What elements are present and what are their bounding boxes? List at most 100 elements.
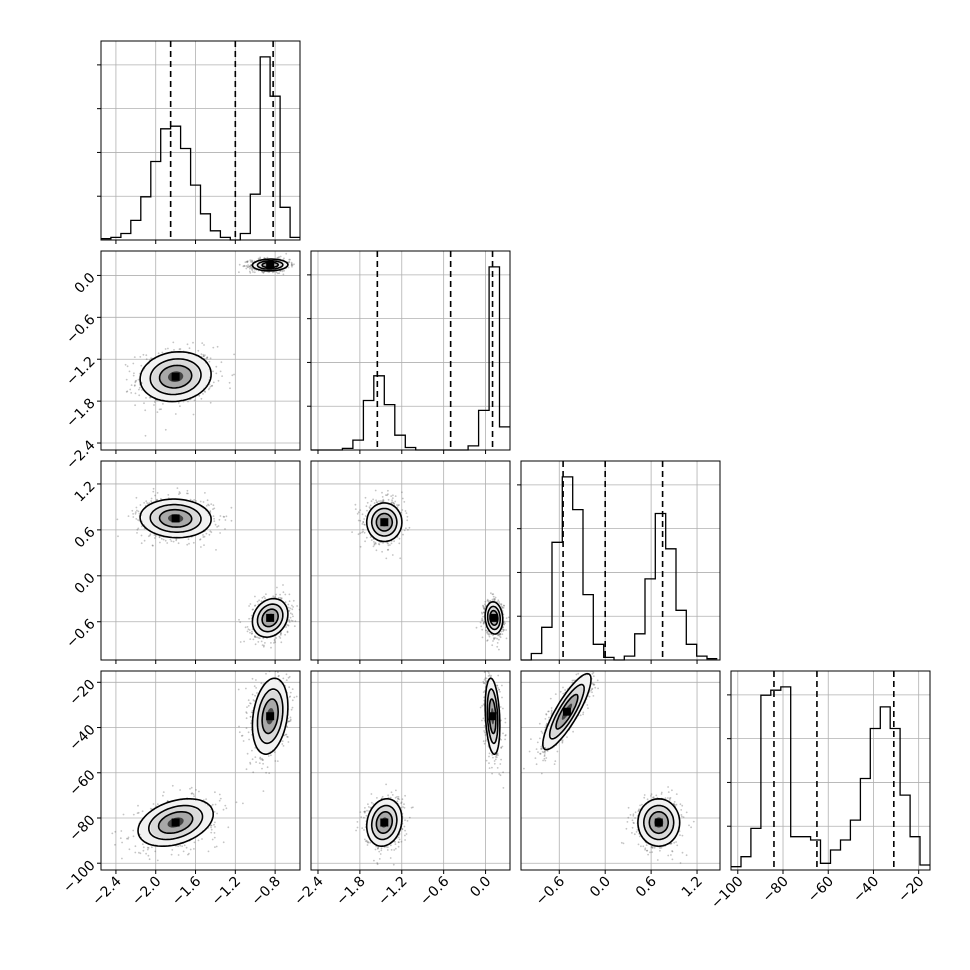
density-peak: [266, 613, 275, 622]
sample-point: [153, 401, 156, 403]
sample-point: [238, 263, 241, 266]
sample-point: [149, 396, 151, 399]
sample-point: [249, 716, 252, 718]
sample-point: [491, 598, 494, 601]
sample-point: [211, 384, 214, 387]
sample-point: [362, 521, 365, 523]
sample-point: [501, 606, 504, 609]
sample-point: [376, 501, 379, 504]
sample-point: [366, 501, 369, 504]
sample-point: [288, 593, 291, 596]
contour-line: [137, 798, 215, 847]
sample-point: [124, 363, 127, 366]
sample-point: [263, 257, 266, 259]
sample-point: [385, 494, 387, 496]
sample-point: [288, 600, 291, 603]
sample-point: [486, 633, 489, 635]
contour-line: [486, 605, 501, 631]
sample-point: [219, 370, 222, 373]
sample-point: [200, 546, 202, 548]
sample-point: [153, 537, 156, 539]
sample-point: [261, 596, 264, 599]
sample-point: [492, 595, 495, 598]
sample-point: [213, 520, 216, 523]
sample-point: [291, 608, 294, 611]
sample-point: [287, 720, 290, 723]
sample-point: [290, 261, 293, 264]
sample-point: [211, 838, 214, 841]
sample-point: [244, 261, 247, 264]
sample-point: [142, 849, 145, 852]
sample-point: [126, 390, 129, 393]
sample-point: [287, 624, 290, 627]
sample-point: [186, 343, 189, 346]
sample-point: [183, 844, 186, 847]
sample-point: [276, 256, 279, 259]
sample-point: [250, 633, 253, 635]
sample-point: [114, 843, 116, 846]
sample-point: [279, 637, 282, 639]
sample-point: [286, 630, 289, 633]
sample-point: [195, 789, 197, 791]
sample-point: [197, 839, 200, 842]
sample-point: [138, 394, 141, 397]
sample-point: [494, 637, 497, 639]
sample-point: [390, 542, 393, 545]
sample-point: [164, 428, 167, 431]
sample-point: [140, 534, 143, 537]
sample-point: [218, 518, 221, 521]
sample-point: [202, 534, 204, 536]
sample-point: [369, 504, 372, 507]
sample-point: [291, 613, 294, 616]
sample-point: [259, 757, 261, 760]
sample-point: [134, 845, 137, 848]
sample-point: [190, 786, 193, 789]
sample-point: [273, 639, 276, 642]
sample-point: [224, 528, 226, 530]
sample-point: [242, 265, 245, 268]
sample-point: [224, 804, 227, 807]
sample-point: [289, 718, 292, 721]
sample-point: [152, 803, 155, 805]
sample-point: [126, 837, 128, 840]
sample-point: [285, 733, 288, 736]
sample-point: [479, 621, 482, 624]
sample-point: [396, 506, 399, 508]
sample-point: [192, 541, 195, 544]
sample-point: [498, 632, 501, 635]
sample-point: [188, 852, 190, 855]
sample-point: [223, 516, 226, 518]
sample-point: [146, 502, 149, 504]
sample-point: [496, 601, 499, 603]
sample-point: [481, 617, 483, 620]
sample-point: [166, 542, 169, 544]
sample-point: [248, 265, 251, 268]
sample-point: [219, 797, 222, 800]
sample-point: [150, 357, 153, 360]
sample-point: [366, 509, 368, 512]
sample-point: [288, 621, 291, 623]
sample-point: [151, 846, 153, 849]
contour-line: [365, 502, 403, 543]
sample-point: [248, 617, 251, 620]
sample-point: [482, 615, 484, 618]
sample-point: [218, 799, 221, 802]
sample-point: [361, 513, 364, 516]
sample-point: [182, 850, 185, 853]
axes-frame: [310, 460, 511, 661]
sample-point: [243, 264, 246, 267]
sample-point: [148, 502, 151, 504]
sample-point: [171, 784, 174, 787]
sample-point: [177, 854, 180, 856]
sample-point: [288, 619, 291, 622]
sample-point: [490, 592, 492, 595]
sample-point: [391, 554, 394, 556]
sample-point: [222, 841, 225, 844]
sample-point: [500, 603, 503, 606]
sample-point: [286, 631, 289, 634]
sample-point: [247, 704, 250, 707]
sample-point: [214, 846, 216, 848]
sample-point: [158, 408, 161, 411]
sample-point: [258, 762, 261, 764]
sample-point: [121, 841, 123, 844]
